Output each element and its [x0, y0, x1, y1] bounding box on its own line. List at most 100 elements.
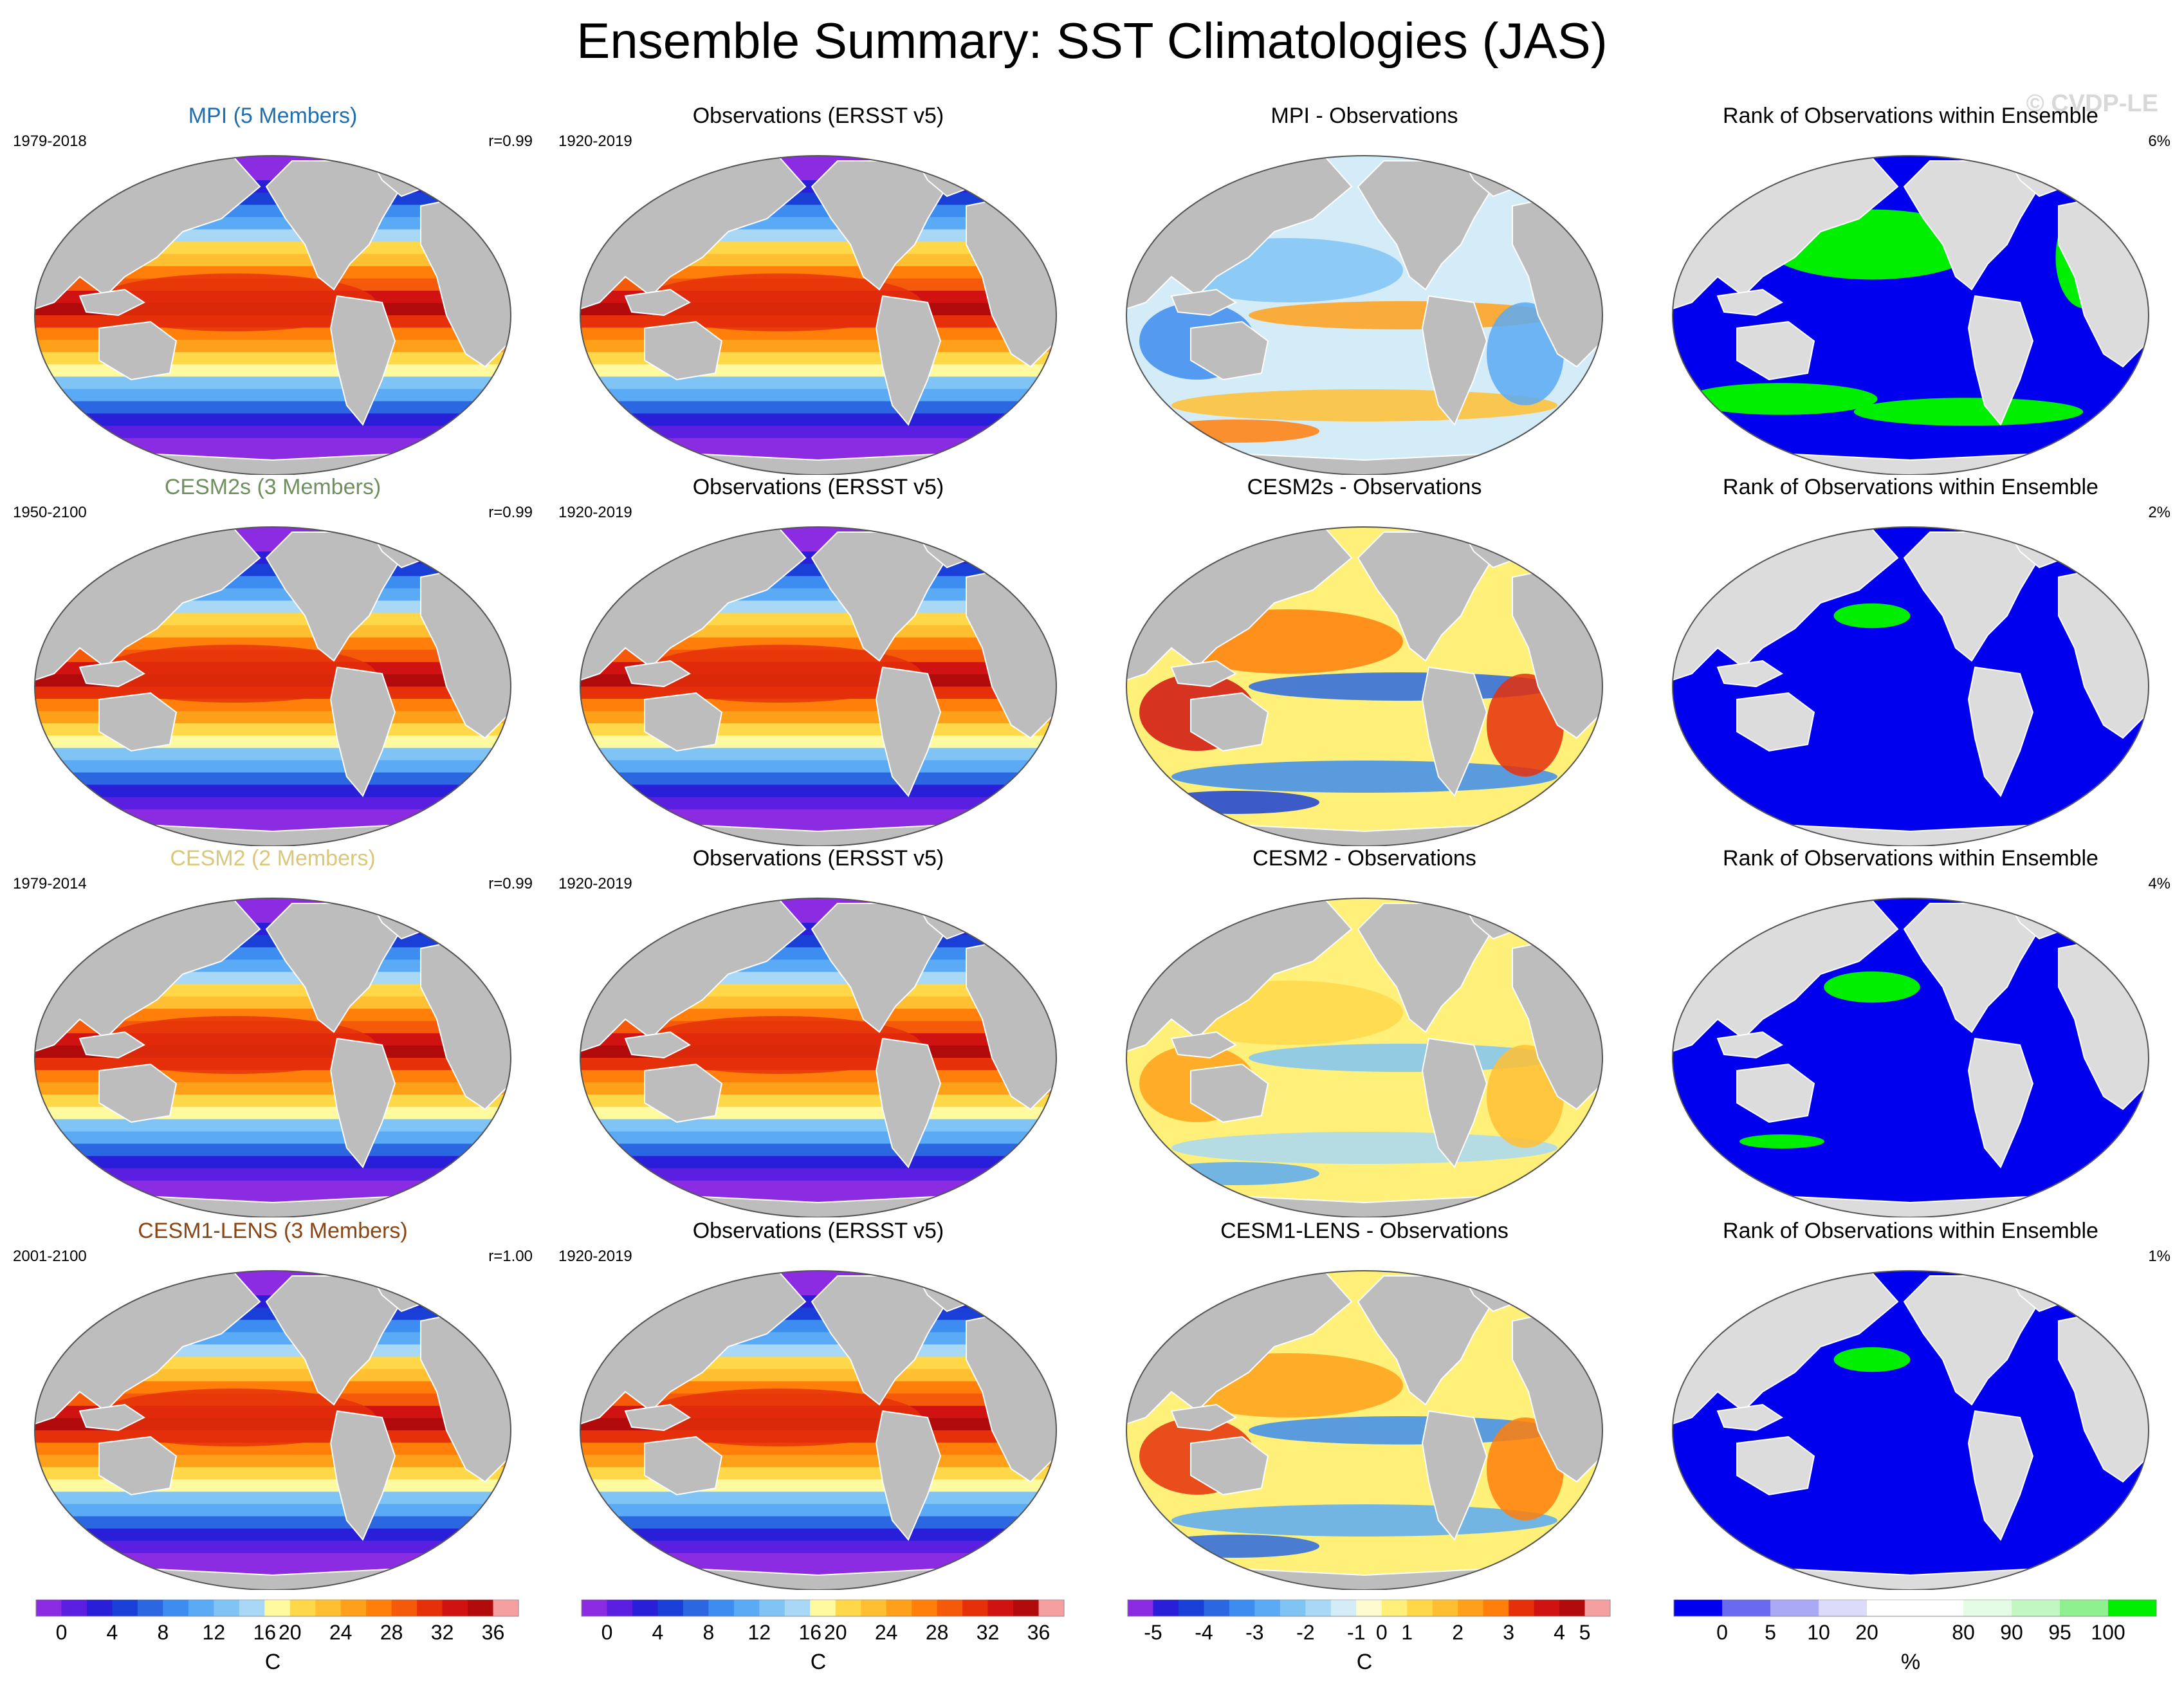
- bias-patch: [1171, 389, 1557, 421]
- colorbar-swatch: [1915, 1600, 1964, 1616]
- sst-band: [35, 1540, 511, 1554]
- colorbar-tick-label: -3: [1245, 1621, 1263, 1644]
- south-america-land: [875, 666, 942, 797]
- sst-band: [580, 413, 1056, 427]
- australia-land: [1190, 692, 1269, 752]
- sst-band: [35, 266, 511, 279]
- colorbar: 0 5 10 20 80 90 95 100%: [1638, 1600, 2183, 1689]
- colorbar-tick-label: 20: [1855, 1621, 1878, 1644]
- colorbar-tick-label: 0: [1376, 1621, 1388, 1644]
- colorbar-tick-label: 32: [431, 1621, 454, 1644]
- sst-band: [35, 1156, 511, 1169]
- warm-pool: [638, 645, 921, 703]
- sst-band: [35, 1168, 511, 1181]
- period-label: 1920-2019: [558, 504, 632, 521]
- colorbar-tick-label: 1: [1401, 1621, 1413, 1644]
- period-label: 1950-2100: [13, 504, 87, 521]
- colorbar-tick-label: 80: [1952, 1621, 1975, 1644]
- colorbar-tick-label: 28: [380, 1621, 403, 1644]
- panel-title: CESM2s (3 Members): [164, 475, 381, 499]
- colorbar-swatch: [36, 1600, 62, 1616]
- colorbar-swatch: [1483, 1600, 1509, 1616]
- sst-band: [580, 1381, 1056, 1394]
- colorbar-tick-label: 12: [748, 1621, 771, 1644]
- colorbar-swatch: [1153, 1600, 1179, 1616]
- colorbar-swatch: [1819, 1600, 1867, 1616]
- colorbar-swatch: [1280, 1600, 1306, 1616]
- panel-title: MPI (5 Members): [188, 104, 358, 128]
- globe-map: [580, 526, 1057, 846]
- period-label: 1920-2019: [558, 875, 632, 892]
- globe-map: [34, 898, 511, 1217]
- sst-band: [35, 809, 511, 822]
- rank-percent-label: 6%: [2148, 133, 2170, 150]
- globe-map: [34, 526, 511, 846]
- maritime-continent-land: [1716, 1403, 1783, 1432]
- globe-map: [1672, 1270, 2149, 1590]
- colorbar-swatch: [1013, 1600, 1040, 1616]
- correlation-label: r=0.99: [488, 133, 533, 150]
- south-america-land: [1421, 295, 1488, 426]
- panel-title: Observations (ERSST v5): [692, 846, 944, 871]
- colorbar-swatch: [1128, 1600, 1153, 1616]
- map-panel-diff: CESM1-LENS - Observations: [1092, 1218, 1637, 1590]
- colorbar-tick-label: 0: [56, 1621, 68, 1644]
- colorbar-swatch: [784, 1600, 811, 1616]
- panel-title: Observations (ERSST v5): [692, 104, 944, 128]
- map-panel-clim: CESM2s (3 Members) 1950-2100 r=0.99: [0, 474, 546, 846]
- sst-band: [580, 1540, 1056, 1554]
- globe-outline: [1126, 526, 1603, 846]
- colorbar-swatch: [2060, 1600, 2109, 1616]
- colorbar-swatch: [340, 1600, 367, 1616]
- colorbar-tick-label: 0: [601, 1621, 613, 1644]
- panel-title: Rank of Observations within Ensemble: [1723, 104, 2098, 128]
- globe-outline: [580, 526, 1057, 846]
- panel-title: CESM1-LENS (3 Members): [138, 1219, 408, 1243]
- sst-band: [35, 1491, 511, 1505]
- australia-land: [98, 692, 178, 752]
- australia-land: [1190, 320, 1269, 381]
- colorbar-swatch: [1458, 1600, 1484, 1616]
- globe-outline: [1126, 898, 1603, 1217]
- colorbar-swatch: [1584, 1600, 1611, 1616]
- map-panel-clim: MPI (5 Members) 1979-2018 r=0.99: [0, 103, 546, 475]
- colorbar-frame: [581, 1600, 1065, 1617]
- warm-pool: [638, 1389, 921, 1446]
- colorbar-swatch: [1204, 1600, 1230, 1616]
- sst-band: [580, 527, 1056, 540]
- sst-band: [35, 735, 511, 749]
- panel-title: Rank of Observations within Ensemble: [1723, 1219, 2098, 1243]
- sst-band: [35, 413, 511, 427]
- colorbar-swatch: [1867, 1600, 1916, 1616]
- warm-pool: [93, 645, 376, 703]
- colorbar-tick-label: 16: [798, 1621, 821, 1644]
- maritime-continent-land: [78, 660, 145, 688]
- colorbar-tick-label: -2: [1296, 1621, 1314, 1644]
- australia-land: [1736, 1435, 1815, 1496]
- globe-map: [1672, 898, 2149, 1217]
- sst-band: [35, 401, 511, 414]
- colorbar: 0 4 8 12 16 20 24 28 32 36 C: [0, 1600, 546, 1689]
- australia-land: [98, 320, 178, 381]
- sst-band: [35, 898, 511, 912]
- colorbar-swatch: [442, 1600, 468, 1616]
- globe-map: [1672, 526, 2149, 846]
- sst-band: [35, 760, 511, 773]
- maritime-continent-land: [624, 288, 691, 317]
- sst-band: [580, 266, 1056, 279]
- sst-band: [580, 1143, 1056, 1157]
- warm-pool: [638, 1016, 921, 1074]
- bias-patch: [1171, 1504, 1557, 1537]
- colorbar-swatch: [1963, 1600, 2012, 1616]
- colorbar-swatch: [582, 1600, 607, 1616]
- bias-patch: [1152, 420, 1319, 443]
- globe-outline: [1672, 155, 2149, 475]
- map-panel-clim: Observations (ERSST v5) 1920-2019: [546, 103, 1091, 475]
- australia-land: [644, 320, 723, 381]
- watermark: © CVDP-LE: [2026, 90, 2158, 117]
- map-panel-clim: Observations (ERSST v5) 1920-2019: [546, 1218, 1091, 1590]
- sst-band: [580, 735, 1056, 749]
- correlation-label: r=1.00: [488, 1248, 533, 1265]
- sst-band: [35, 772, 511, 786]
- colorbar-swatch: [632, 1600, 658, 1616]
